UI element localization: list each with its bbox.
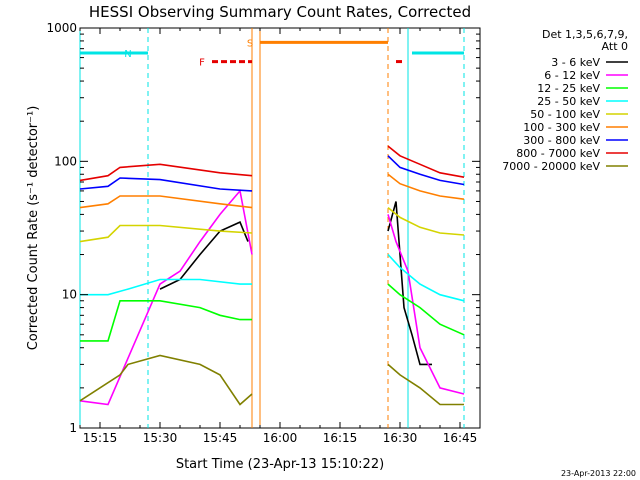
y-tick-label-1: 10	[62, 288, 77, 302]
legend-label-0: 3 - 6 keV	[551, 56, 600, 69]
series-line-5-0	[79, 195, 253, 209]
y-tick-label-3: 1000	[46, 21, 77, 35]
series-line-4-0	[79, 224, 253, 243]
series-line-0-0	[159, 221, 249, 290]
legend-label-1: 6 - 12 keV	[544, 69, 600, 82]
flag-layer: N F S	[80, 38, 464, 69]
legend-label-2: 12 - 25 keV	[537, 82, 600, 95]
series-line-2-0	[80, 299, 252, 342]
x-axis-label: Start Time (23-Apr-13 15:10:22)	[176, 457, 384, 472]
axis-layer: 15:15 15:30 15:45 16:00 16:15 16:30 16:45 1 10 10…	[46, 21, 481, 445]
series-line-7-0	[79, 163, 253, 182]
series-line-2-1	[387, 283, 465, 336]
series-line-4-1	[387, 206, 465, 236]
x-tick-label-6: 16:45	[443, 431, 478, 445]
legend-label-5: 100 - 300 keV	[523, 121, 600, 134]
x-tick-label-5: 16:30	[383, 431, 418, 445]
x-tick-label-0: 15:15	[83, 431, 118, 445]
series-line-6-1	[387, 155, 465, 186]
series-line-3-0	[80, 278, 252, 296]
flag-label-f: F	[199, 58, 205, 69]
legend-label-4: 50 - 100 keV	[530, 108, 600, 121]
legend-label-7: 800 - 7000 keV	[516, 147, 600, 160]
y-tick-label-0: 1	[69, 421, 77, 435]
x-tick-label-2: 15:45	[203, 431, 238, 445]
legend-label-6: 300 - 800 keV	[523, 134, 600, 147]
x-tick-label-4: 16:15	[323, 431, 358, 445]
series-line-7-1	[387, 145, 465, 178]
series-line-0-1	[387, 201, 432, 366]
y-axis-label: Corrected Count Rate (s⁻¹ detector⁻¹)	[26, 106, 41, 351]
legend-label-8: 7000 - 20000 keV	[502, 160, 600, 173]
x-tick-label-3: 16:00	[263, 431, 298, 445]
series-line-8-0	[79, 354, 253, 406]
x-tick-label-1: 15:30	[143, 431, 178, 445]
series-line-5-1	[387, 173, 465, 200]
flag-label-s: S	[247, 38, 253, 49]
series-layer	[79, 145, 465, 406]
series-line-8-1	[387, 363, 464, 406]
series-line-6-0	[79, 177, 253, 192]
flag-label-n: N	[124, 49, 131, 60]
legend-header-1: Att 0	[602, 40, 628, 53]
chart-title: HESSI Observing Summary Count Rates, Cor…	[89, 3, 471, 21]
legend-label-3: 25 - 50 keV	[537, 95, 600, 108]
series-line-1-1	[387, 214, 465, 395]
marker-layer	[79, 28, 465, 428]
series-line-3-1	[387, 253, 465, 302]
date-stamp: 23-Apr-2013 22:00	[561, 469, 636, 478]
y-tick-label-2: 100	[54, 154, 77, 168]
series-line-1-0	[79, 189, 253, 406]
legend-header-0: Det 1,3,5,6,7,9,	[542, 28, 628, 41]
